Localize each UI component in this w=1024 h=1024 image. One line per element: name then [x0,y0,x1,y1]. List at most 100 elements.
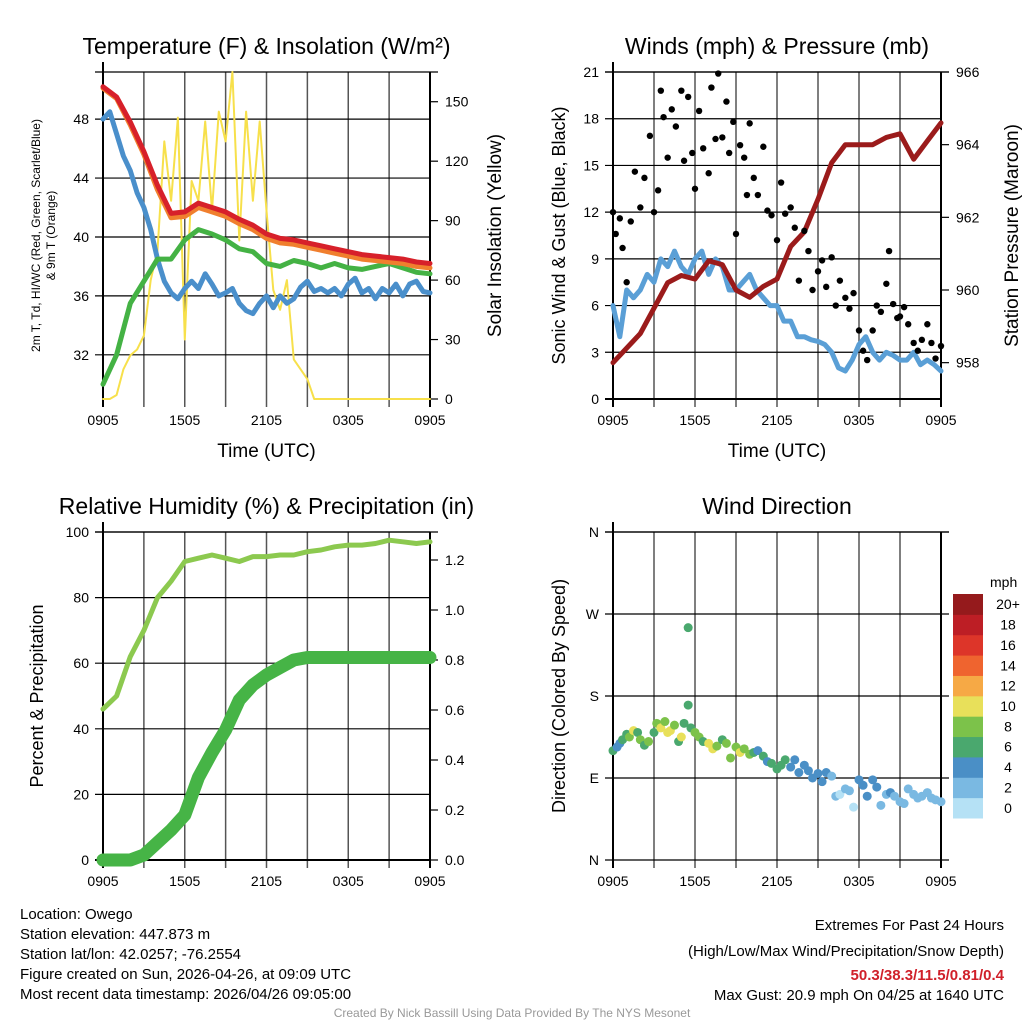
wind-direction-point [835,789,845,799]
gust-point [773,236,781,244]
y-tick-label: 6 [591,298,599,314]
max-gust: Max Gust: 20.9 mph On 04/25 at 1640 UTC [713,987,1004,1004]
y2-tick-label: 958 [956,355,980,371]
gust-point [684,93,692,101]
wind-direction-point [739,744,749,754]
x-tick-label: 0905 [597,412,628,428]
wind-direction-point [786,762,796,772]
location: Location: Owego [20,906,133,923]
x-tick-label: 0905 [414,412,445,428]
x-tick-label: 0905 [925,412,956,428]
colorbar-swatch [953,655,983,676]
colorbar-label: 8 [1004,718,1012,734]
gust-point [777,179,785,186]
y2-tick-label: 0.4 [445,752,465,768]
x-tick-label: 0905 [87,412,118,428]
x-tick-label: 2105 [251,412,282,428]
x-tick-label: 1505 [679,873,710,889]
y2-tick-label: 0.2 [445,802,465,818]
colorbar-label: 16 [1000,637,1016,653]
gust-point [723,98,730,105]
gust-point [631,168,639,175]
gust-point [754,191,762,199]
y-tick-label: 80 [73,590,89,606]
gust-point [869,327,876,334]
gust-point [832,302,839,309]
y2-tick-label: 962 [956,209,980,225]
gust-point [795,277,803,284]
wind-direction-point [679,718,689,728]
extremes-title: Extremes For Past 24 Hours [814,917,1004,934]
x-tick-label: 0305 [333,873,364,889]
gust-point [937,342,945,350]
gust-point [719,134,726,141]
x-tick-label: 1505 [169,873,200,889]
gust-point [750,174,757,182]
gust-point [660,113,667,121]
station-pressure-line [610,120,944,366]
gust-point [885,247,893,255]
wind-direction-point [790,755,800,765]
gust-point [883,280,890,287]
gust-point [809,286,816,294]
wind-direction-point [721,738,731,748]
colorbar-label: 6 [1004,739,1012,755]
gust-point [746,120,753,127]
gust-point [705,170,712,177]
y-tick-label: 0 [591,391,599,407]
gust-point [695,107,703,115]
y-axis-label: 2m T, Td, HI/WC (Red, Green, Scarlet/Blu… [29,119,43,352]
gust-point [732,230,740,238]
gust-point [818,257,826,264]
y2-tick-label: 90 [445,213,461,229]
colorbar-swatch [953,756,983,778]
y-tick-label: 0 [81,852,89,868]
gust-point [650,208,658,216]
y2-tick-label: 30 [445,332,461,348]
gust-point [782,210,789,217]
gust-point [664,154,671,161]
colorbar-label: 18 [1000,617,1016,633]
colorbar-label: 20+ [996,596,1020,612]
wind-direction-point [868,775,878,785]
y-tick-label: N [589,852,599,868]
wind-direction-point [767,758,777,768]
gust-point [910,339,917,347]
wind-direction-point [849,802,859,812]
y-tick-label: E [590,770,599,786]
colorbar-title: mph [990,574,1017,590]
gust-point [873,302,880,309]
colorbar-swatch [953,716,983,738]
x-axis-label: Time (UTC) [217,441,316,462]
colorbar-label: 12 [1000,678,1016,694]
wind-direction-point [676,732,686,742]
gust-point [823,283,830,291]
gust-point [760,143,767,150]
wind-direction-point [644,737,654,747]
wind-direction-point [872,782,882,792]
gust-point [842,294,849,301]
gust-point [900,303,908,311]
wind-direction-point [813,768,823,778]
gust-point [627,218,634,225]
y-axis-label: Sonic Wind & Gust (Blue, Black) [549,106,569,364]
dew-point-line [100,227,433,387]
x-axis-label: Time (UTC) [728,441,827,462]
y-tick-label: 18 [583,111,599,127]
colorbar-swatch [953,675,983,697]
gust-point [814,268,822,275]
wind-direction-point [649,727,659,737]
y2-tick-label: 960 [956,282,980,298]
gust-point [646,132,654,140]
x-tick-label: 2105 [251,873,282,889]
y2-tick-label: 1.0 [445,602,465,618]
gust-point [905,321,912,328]
wind-direction-point [876,800,886,810]
y-axis-label: Direction (Colored By Speed) [549,579,569,813]
gust-point [836,277,844,284]
y-tick-label: S [590,688,599,704]
gust-point [616,215,624,222]
wind-direction-point [827,771,837,781]
gust-point [641,174,648,182]
